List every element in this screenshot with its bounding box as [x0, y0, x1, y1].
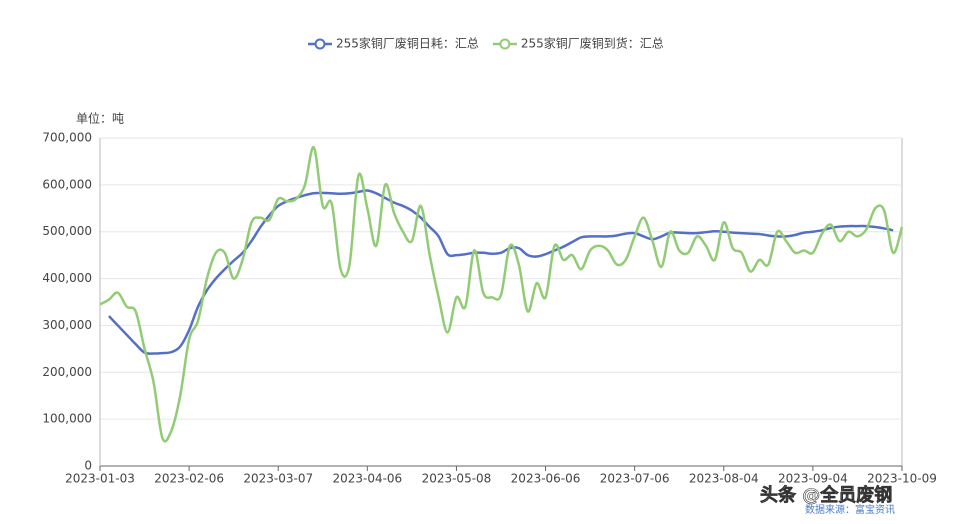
source-note: 数据来源：富宝资讯: [805, 503, 895, 516]
x-tick-label: 2023-06-06: [511, 472, 581, 486]
legend-marker: [499, 38, 511, 50]
x-tick-label: 2023-05-08: [422, 472, 492, 486]
x-tick-label: 2023-01-03: [65, 472, 135, 486]
x-tick-label: 2023-07-06: [600, 472, 670, 486]
x-tick-label: 2023-02-06: [154, 472, 224, 486]
legend-label[interactable]: 255家铜厂废铜到货：汇总: [521, 36, 664, 51]
y-tick-label: 100,000: [42, 412, 92, 426]
y-tick-label: 300,000: [42, 318, 92, 332]
watermark: 头条 @全员废钢: [760, 484, 892, 506]
y-tick-label: 600,000: [42, 177, 92, 191]
x-tick-label: 2023-04-06: [332, 472, 402, 486]
y-tick-label: 0: [84, 459, 92, 473]
legend-marker: [314, 38, 326, 50]
x-tick-label: 2023-09-04: [778, 472, 848, 486]
legend-label[interactable]: 255家铜厂废铜日耗：汇总: [336, 36, 479, 51]
series-line: [99, 146, 904, 443]
unit-label: 单位：吨: [76, 111, 124, 126]
x-tick-label: 2023-10-09: [867, 472, 937, 486]
y-tick-label: 500,000: [42, 224, 92, 238]
x-tick-label: 2023-03-07: [243, 472, 313, 486]
y-tick-label: 400,000: [42, 271, 92, 285]
x-tick-label: 2023-08-04: [689, 472, 759, 486]
y-tick-label: 200,000: [42, 365, 92, 379]
series-line: [108, 189, 894, 355]
y-tick-label: 700,000: [42, 131, 92, 145]
